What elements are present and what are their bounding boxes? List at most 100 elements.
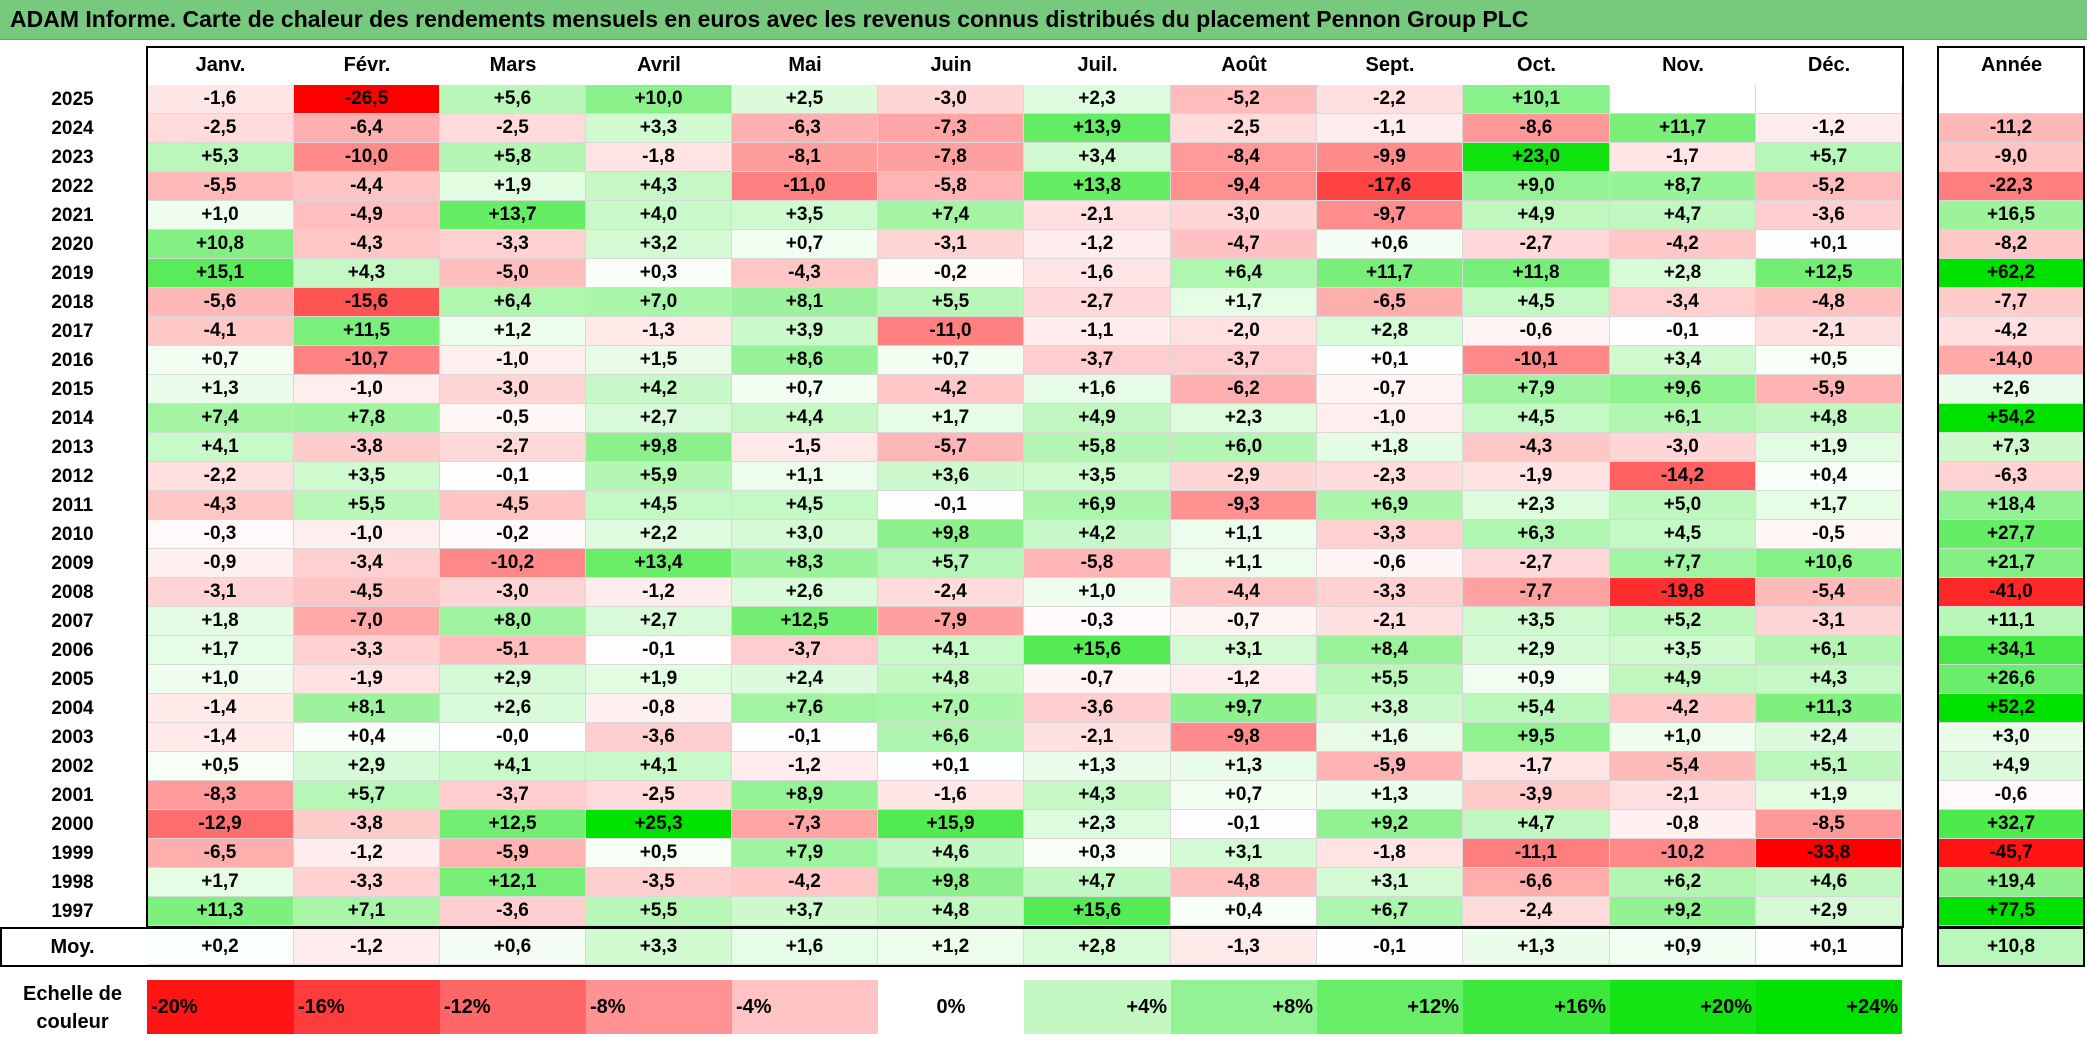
heatmap-cell: -5,4 [1756,578,1902,607]
heatmap-cell: +3,5 [1463,607,1610,636]
annual-cell: +18,4 [1939,491,2084,520]
heatmap-cell: -4,8 [1756,288,1902,317]
heatmap-cell: +4,6 [878,839,1024,868]
heatmap-cell: -3,0 [1171,201,1317,230]
month-header: Avril [586,48,732,82]
heatmap-cell: +10,1 [1463,85,1610,114]
heatmap-cell: +1,9 [1756,781,1902,810]
average-cell: -1,2 [294,929,440,965]
heatmap-cell: -0,1 [1171,810,1317,839]
heatmap-cell: -10,1 [1463,346,1610,375]
heatmap-cell: -6,6 [1463,868,1610,897]
year-label: 2017 [51,321,94,342]
heatmap-cell: +0,6 [1317,230,1463,259]
average-cell: +0,1 [1756,929,1902,965]
annual-cell: -22,3 [1939,172,2084,201]
heatmap-cell: -2,9 [1171,462,1317,491]
heatmap-cell: +4,1 [878,636,1024,665]
annual-cell: +19,4 [1939,868,2084,897]
heatmap-cell: +11,7 [1317,259,1463,288]
heatmap-cell: +0,5 [1756,346,1902,375]
heatmap-cell: -8,6 [1463,114,1610,143]
heatmap-cell: -8,5 [1756,810,1902,839]
heatmap-cell: -12,9 [147,810,294,839]
heatmap-cell: +0,1 [1756,230,1902,259]
heatmap-cell: +0,7 [147,346,294,375]
average-cell: +1,6 [732,929,878,965]
average-cell: +3,3 [586,929,732,965]
heatmap-cell: -6,3 [732,114,878,143]
heatmap-cell: +12,5 [440,810,586,839]
heatmap-cell: -11,0 [878,317,1024,346]
scale-step: -20% [147,980,294,1034]
scale-label-line1: Echelle de [23,983,122,1005]
heatmap-cell: -3,1 [147,578,294,607]
heatmap-cell: -2,7 [1024,288,1171,317]
month-header: Août [1171,48,1317,82]
heatmap-cell: -0,0 [440,723,586,752]
heatmap-cell: +1,9 [586,665,732,694]
month-header: Mai [732,48,878,82]
heatmap-cell: +3,5 [732,201,878,230]
heatmap-cell: +8,6 [732,346,878,375]
heatmap-cell: +0,4 [1756,462,1902,491]
heatmap-cell: -9,9 [1317,143,1463,172]
heatmap-cell: +1,7 [147,868,294,897]
heatmap-cell: -5,7 [878,433,1024,462]
heatmap-cell: -1,2 [1171,665,1317,694]
heatmap-cell: -2,1 [1317,607,1463,636]
heatmap-cell: -1,2 [1024,230,1171,259]
heatmap-cell: -4,7 [1171,230,1317,259]
heatmap-cell: -5,1 [440,636,586,665]
heatmap-cell: +1,7 [1756,491,1902,520]
heatmap-cell: +25,3 [586,810,732,839]
heatmap-cell: +4,3 [294,259,440,288]
heatmap-cell: -1,9 [294,665,440,694]
heatmap-cell: -4,2 [1610,230,1756,259]
annual-cell: +77,5 [1939,897,2084,926]
scale-step: -8% [586,980,732,1034]
year-label: 2024 [51,118,94,139]
year-label: 2003 [51,727,94,748]
heatmap-cell: +10,0 [586,85,732,114]
heatmap-cell: -4,3 [147,491,294,520]
average-cell: +0,2 [147,929,294,965]
heatmap-cell: -0,1 [732,723,878,752]
heatmap-cell: -8,1 [732,143,878,172]
average-cell: +0,6 [440,929,586,965]
heatmap-cell: +3,5 [1610,636,1756,665]
heatmap-cell: -5,9 [1317,752,1463,781]
heatmap-cell: +4,5 [1610,520,1756,549]
heatmap-cell: -3,1 [1756,607,1902,636]
heatmap-cell: -5,6 [147,288,294,317]
heatmap-cell: +4,6 [1756,868,1902,897]
heatmap-cell: +7,0 [586,288,732,317]
heatmap-cell: +2,9 [294,752,440,781]
heatmap-cell: -1,8 [1317,839,1463,868]
year-label: 1998 [51,872,94,893]
heatmap-cell: -3,1 [878,230,1024,259]
heatmap-cell: -3,3 [294,868,440,897]
annual-cell: +62,2 [1939,259,2084,288]
heatmap-cell: +11,5 [294,317,440,346]
heatmap-cell: +6,9 [1024,491,1171,520]
heatmap-cell: +1,7 [1171,288,1317,317]
heatmap-cell: -3,7 [440,781,586,810]
heatmap-cell: -0,2 [878,259,1024,288]
heatmap-cell: +1,3 [147,375,294,404]
heatmap-cell: +6,4 [440,288,586,317]
heatmap-cell: +5,8 [440,143,586,172]
heatmap-cell: -14,2 [1610,462,1756,491]
heatmap-cell: -7,7 [1463,578,1610,607]
heatmap-cell: +1,8 [1317,433,1463,462]
heatmap-cell: -0,1 [586,636,732,665]
year-label: 2016 [51,350,94,371]
heatmap-cell: +7,4 [147,404,294,433]
heatmap-cell: +4,7 [1463,810,1610,839]
heatmap-cell: -10,7 [294,346,440,375]
month-header: Oct. [1463,48,1610,82]
heatmap-cell: -0,8 [586,694,732,723]
heatmap-cell: -9,8 [1171,723,1317,752]
heatmap-cell: -3,0 [1610,433,1756,462]
heatmap-cell: +0,4 [1171,897,1317,926]
